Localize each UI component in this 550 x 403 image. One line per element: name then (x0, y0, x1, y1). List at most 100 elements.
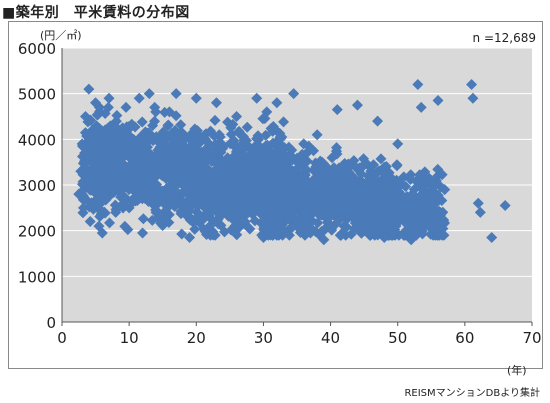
scatter-point (265, 166, 277, 178)
scatter-point (247, 148, 259, 160)
scatter-point (260, 159, 272, 171)
scatter-point (109, 121, 121, 133)
scatter-point (231, 111, 243, 122)
scatter-point (439, 184, 451, 196)
scatter-point (267, 121, 279, 133)
scatter-point (334, 208, 346, 220)
scatter-point (398, 211, 410, 223)
scatter-point (311, 129, 323, 141)
scatter-point (416, 183, 428, 195)
scatter-point (218, 226, 230, 238)
scatter-point (141, 130, 153, 142)
scatter-point (298, 195, 310, 207)
scatter-point (176, 228, 188, 240)
scatter-point (261, 106, 273, 118)
scatter-point (253, 167, 265, 179)
scatter-point (348, 155, 360, 167)
scatter-point (419, 197, 431, 209)
scatter-point (321, 213, 333, 225)
scatter-point (188, 217, 200, 229)
scatter-point (114, 152, 126, 164)
scatter-point (149, 101, 161, 113)
scatter-point (191, 125, 203, 137)
scatter-point (467, 92, 479, 104)
scatter-point (281, 161, 293, 173)
scatter-point (257, 143, 269, 155)
scatter-point (84, 216, 96, 228)
scatter-point (343, 198, 355, 210)
scatter-point (360, 192, 372, 204)
scatter-point (162, 119, 174, 131)
scatter-point (86, 197, 98, 209)
scatter-point (327, 174, 339, 186)
scatter-point (218, 180, 230, 192)
scatter-point (282, 197, 294, 209)
scatter-point (345, 174, 357, 186)
scatter-point (241, 121, 253, 133)
scatter-point (100, 174, 112, 186)
scatter-point (132, 185, 144, 197)
scatter-point (231, 145, 243, 157)
scatter-point (391, 160, 403, 172)
scatter-point (351, 99, 363, 111)
y-tick-label: 6000 (18, 40, 56, 58)
source-note: REISMマンションDBより集計 (404, 388, 540, 399)
x-tick-label: 30 (254, 329, 273, 347)
scatter-point (210, 97, 222, 109)
scatter-point (399, 198, 411, 210)
scatter-point (126, 118, 138, 130)
scatter-point (80, 111, 91, 122)
scatter-point (178, 186, 190, 198)
scatter-point (175, 144, 187, 156)
scatter-point (415, 101, 427, 113)
x-tick-label: 20 (187, 329, 206, 347)
x-tick-label: 70 (522, 329, 541, 347)
scatter-point (195, 180, 207, 192)
scatter-point (163, 217, 175, 229)
scatter-point (159, 214, 171, 226)
scatter-point (390, 213, 402, 225)
scatter-point (163, 106, 175, 118)
scatter-point (374, 221, 386, 233)
scatter-point (426, 196, 438, 208)
scatter-point (150, 206, 162, 218)
scatter-point (129, 172, 141, 184)
scatter-point (241, 187, 253, 199)
x-tick-label: 40 (321, 329, 340, 347)
scatter-point (278, 116, 290, 128)
scatter-point (81, 130, 93, 142)
scatter-point (102, 101, 114, 113)
scatter-point (192, 190, 204, 202)
scatter-point (170, 88, 182, 100)
scatter-point (87, 178, 99, 190)
scatter-point (213, 141, 225, 153)
scatter-point (432, 229, 444, 241)
scatter-point (425, 174, 437, 186)
scatter-point (375, 153, 387, 165)
scatter-point (201, 165, 213, 177)
scatter-point (364, 219, 376, 231)
scatter-point (368, 199, 380, 211)
scatter-point (83, 83, 95, 95)
scatter-point (352, 163, 364, 175)
scatter-point (209, 114, 221, 126)
y-tick-label: 1000 (18, 268, 56, 286)
scatter-point (183, 193, 195, 205)
scatter-point (282, 207, 294, 219)
scatter-point (432, 95, 444, 107)
scatter-point (170, 196, 182, 208)
scatter-point (240, 176, 252, 188)
scatter-point (358, 177, 370, 189)
scatter-point (175, 208, 187, 220)
y-tick-label: 2000 (18, 223, 56, 241)
scatter-point (331, 142, 343, 154)
scatter-point (405, 234, 417, 246)
scatter-point (141, 184, 153, 196)
scatter-point (137, 227, 149, 239)
x-tick-label: 50 (388, 329, 407, 347)
scatter-point (111, 135, 123, 147)
scatter-point (90, 97, 102, 109)
scatter-point (386, 229, 398, 241)
scatter-point (392, 138, 404, 150)
scatter-point (296, 148, 308, 160)
